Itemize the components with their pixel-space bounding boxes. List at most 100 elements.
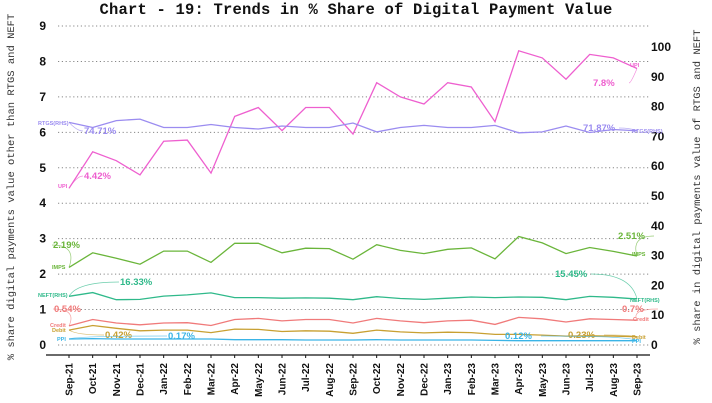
x-tick-label: Oct-22 xyxy=(372,363,383,395)
end-value-label: 2.51% xyxy=(618,231,645,242)
series-tag-start: IMPS xyxy=(52,265,66,271)
x-tick-label: Jun-23 xyxy=(562,363,573,396)
x-tick-label: Nov-22 xyxy=(396,363,407,397)
end-value-label: 7.8% xyxy=(593,78,615,89)
series-line-rtgsrhs xyxy=(68,118,638,134)
y-tick-right: 90 xyxy=(651,70,665,84)
start-value-label: 0.54% xyxy=(54,304,81,315)
y-tick-left: 0 xyxy=(39,338,46,352)
leader-line xyxy=(635,235,655,257)
series-line-debit xyxy=(68,324,638,338)
x-tick-label: Apr-22 xyxy=(230,363,241,395)
x-tick-label: Apr-23 xyxy=(514,363,525,395)
y-axis-right: 0 10 20 30 40 50 60 70 80 90 100 xyxy=(651,40,671,352)
leader-line xyxy=(68,329,105,336)
y-tick-left: 6 xyxy=(39,125,46,139)
series-line-imps xyxy=(68,235,638,268)
leader-line xyxy=(68,281,120,297)
y-tick-right: 50 xyxy=(651,189,665,203)
y-axis-left-label: % share digital payments value other tha… xyxy=(6,14,18,361)
grid-lines xyxy=(58,25,650,346)
series-tag-end: NEFT(RHS) xyxy=(630,298,660,304)
series-tag-end: Credit xyxy=(633,317,649,323)
x-tick-label: Aug-23 xyxy=(609,363,620,397)
leader-line xyxy=(540,335,638,342)
leader-line xyxy=(52,308,72,327)
x-tick-label: Sep-21 xyxy=(65,363,76,396)
series-line-upi xyxy=(68,49,638,189)
y-tick-right: 20 xyxy=(651,278,665,292)
series-line-ppi xyxy=(68,337,637,342)
leader-line xyxy=(590,273,638,300)
y-tick-right: 70 xyxy=(651,129,665,143)
y-tick-left: 5 xyxy=(39,161,46,175)
y-tick-right: 30 xyxy=(651,249,665,263)
x-tick-label: Jul-22 xyxy=(301,363,312,392)
x-tick-label: Jan-22 xyxy=(159,363,170,395)
start-value-label: 0.42% xyxy=(105,330,132,341)
x-tick-label: May-23 xyxy=(538,363,549,397)
series-tag-end: Debit xyxy=(632,335,646,341)
y-tick-left: 9 xyxy=(39,19,46,33)
start-value-label: 0.17% xyxy=(168,331,195,342)
leader-line xyxy=(51,244,72,268)
y-tick-right: 40 xyxy=(651,219,665,233)
y-tick-left: 3 xyxy=(39,232,46,246)
x-tick-label: Jul-23 xyxy=(585,363,596,392)
y-tick-right: 0 xyxy=(651,338,658,352)
series-line-neftrhs xyxy=(68,291,638,301)
series-tag-end: UPI xyxy=(630,63,640,69)
leader-line xyxy=(68,335,168,340)
x-tick-label: Sep-22 xyxy=(349,363,360,396)
leader-line xyxy=(603,334,638,338)
start-value-label: 16.33% xyxy=(120,277,153,288)
series-tag-start: Credit xyxy=(50,323,66,329)
x-tick-label: Nov-21 xyxy=(112,363,123,397)
end-value-label: 0.23% xyxy=(568,330,595,341)
end-value-label: 15.45% xyxy=(555,269,588,280)
start-value-label: 74.71% xyxy=(84,126,117,137)
start-value-label: 2.19% xyxy=(53,240,80,251)
series-lines xyxy=(68,49,638,342)
x-tick-label: Aug-22 xyxy=(325,363,336,397)
x-tick-label: Oct-21 xyxy=(88,363,99,395)
end-value-label: 0.12% xyxy=(505,331,532,342)
chart-title: Chart - 19: Trends in % Share of Digital… xyxy=(99,1,613,19)
series-line-credit xyxy=(68,316,638,327)
series-tag-start: UPI xyxy=(58,184,68,190)
series-tag-start: RTGS(RHS) xyxy=(38,121,69,127)
y-tick-right: 100 xyxy=(651,40,671,54)
leader-line xyxy=(628,68,638,84)
y-tick-right: 10 xyxy=(651,308,665,322)
x-tick-label: Jun-22 xyxy=(278,363,289,396)
x-tick-label: May-22 xyxy=(254,363,265,397)
y-axis-left: 0 1 2 3 4 5 6 7 8 9 xyxy=(39,19,46,352)
y-tick-right: 60 xyxy=(651,159,665,173)
y-tick-left: 7 xyxy=(39,90,46,104)
y-tick-left: 8 xyxy=(39,54,46,68)
series-tag-end: IMPS xyxy=(632,252,646,258)
x-tick-label: Sep-23 xyxy=(633,363,644,396)
y-tick-right: 80 xyxy=(651,100,665,114)
x-tick-label: Feb-23 xyxy=(467,363,478,396)
y-tick-left: 2 xyxy=(39,267,46,281)
x-tick-label: Jan-23 xyxy=(443,363,454,395)
x-tick-label: Mar-22 xyxy=(207,363,218,396)
leader-line xyxy=(618,127,638,132)
x-tick-label: Dec-22 xyxy=(420,363,431,396)
leader-line xyxy=(635,308,659,321)
x-tick-label: Feb-22 xyxy=(183,363,194,396)
series-labels: UPI UPI 4.42% 7.8% RTGS(RHS) RTGS(RHS) 74.71% 7… xyxy=(38,63,663,345)
leader-line xyxy=(68,122,84,132)
series-tag-end: RTGS(RHS) xyxy=(632,129,663,135)
y-tick-left: 4 xyxy=(39,196,46,210)
series-tag-start: PPI xyxy=(57,337,66,343)
x-tick-label: Dec-21 xyxy=(136,363,147,396)
x-tick-label: Mar-23 xyxy=(491,363,502,396)
end-value-label: 71.87% xyxy=(583,123,616,134)
start-value-label: 4.42% xyxy=(84,171,111,182)
y-axis-right-label: % share in digital payments value of RTG… xyxy=(692,29,704,344)
y-tick-left: 1 xyxy=(39,303,46,317)
x-axis: Sep-21 Oct-21 Nov-21 Dec-21 Jan-22 Feb-22 Mar-… xyxy=(46,354,650,397)
